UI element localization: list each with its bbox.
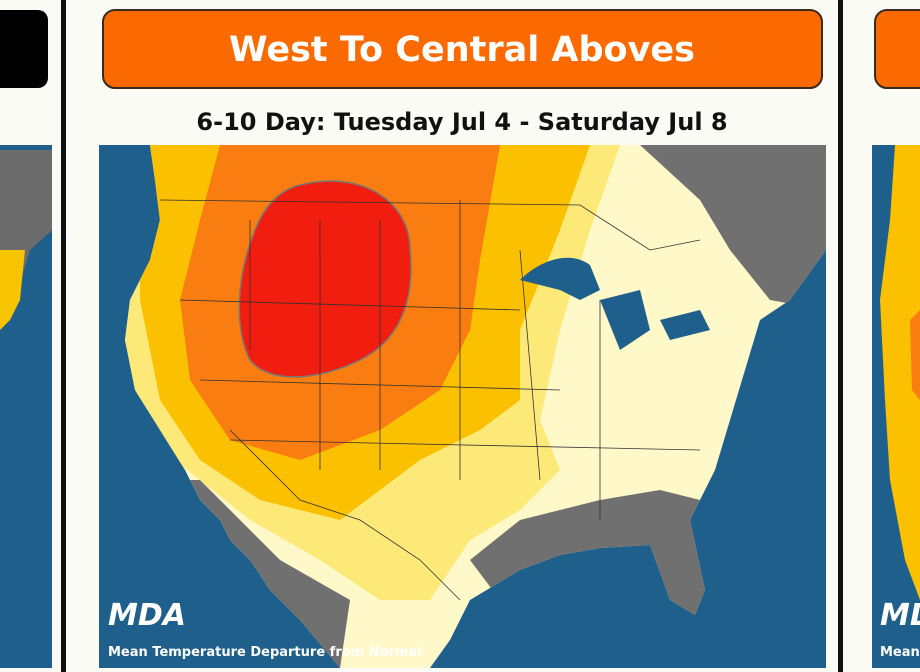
next-map-caption: Mean Temperature Departure from Normal (880, 645, 920, 660)
prev-header (0, 10, 48, 88)
borders (159, 199, 701, 601)
header-bar (102, 9, 823, 89)
next-logo: MDA (880, 598, 920, 633)
next-map-land (910, 310, 920, 400)
next-map-land (880, 145, 920, 600)
map-caption: Mean Temperature Departure from Normal (108, 645, 422, 660)
above-strong (238, 180, 412, 378)
great-lakes (520, 257, 710, 350)
header-title: West To Central Aboves (229, 30, 695, 70)
prev-map-land (0, 250, 25, 330)
divider (838, 0, 843, 672)
map: MDA Mean Temperature Departure from Norm… (99, 145, 826, 668)
subtitle: 6-10 Day: Tuesday Jul 4 - Saturday Jul 8 (196, 108, 727, 136)
next-card[interactable]: MDA Mean Temperature Departure from Norm… (872, 9, 920, 668)
next-header (874, 9, 920, 89)
logo: MDA (108, 598, 186, 633)
main-card[interactable]: West To Central Aboves 6-10 Day: Tuesday… (99, 9, 826, 668)
prev-card[interactable] (0, 10, 52, 668)
divider (61, 0, 66, 672)
below-normal (640, 145, 826, 310)
